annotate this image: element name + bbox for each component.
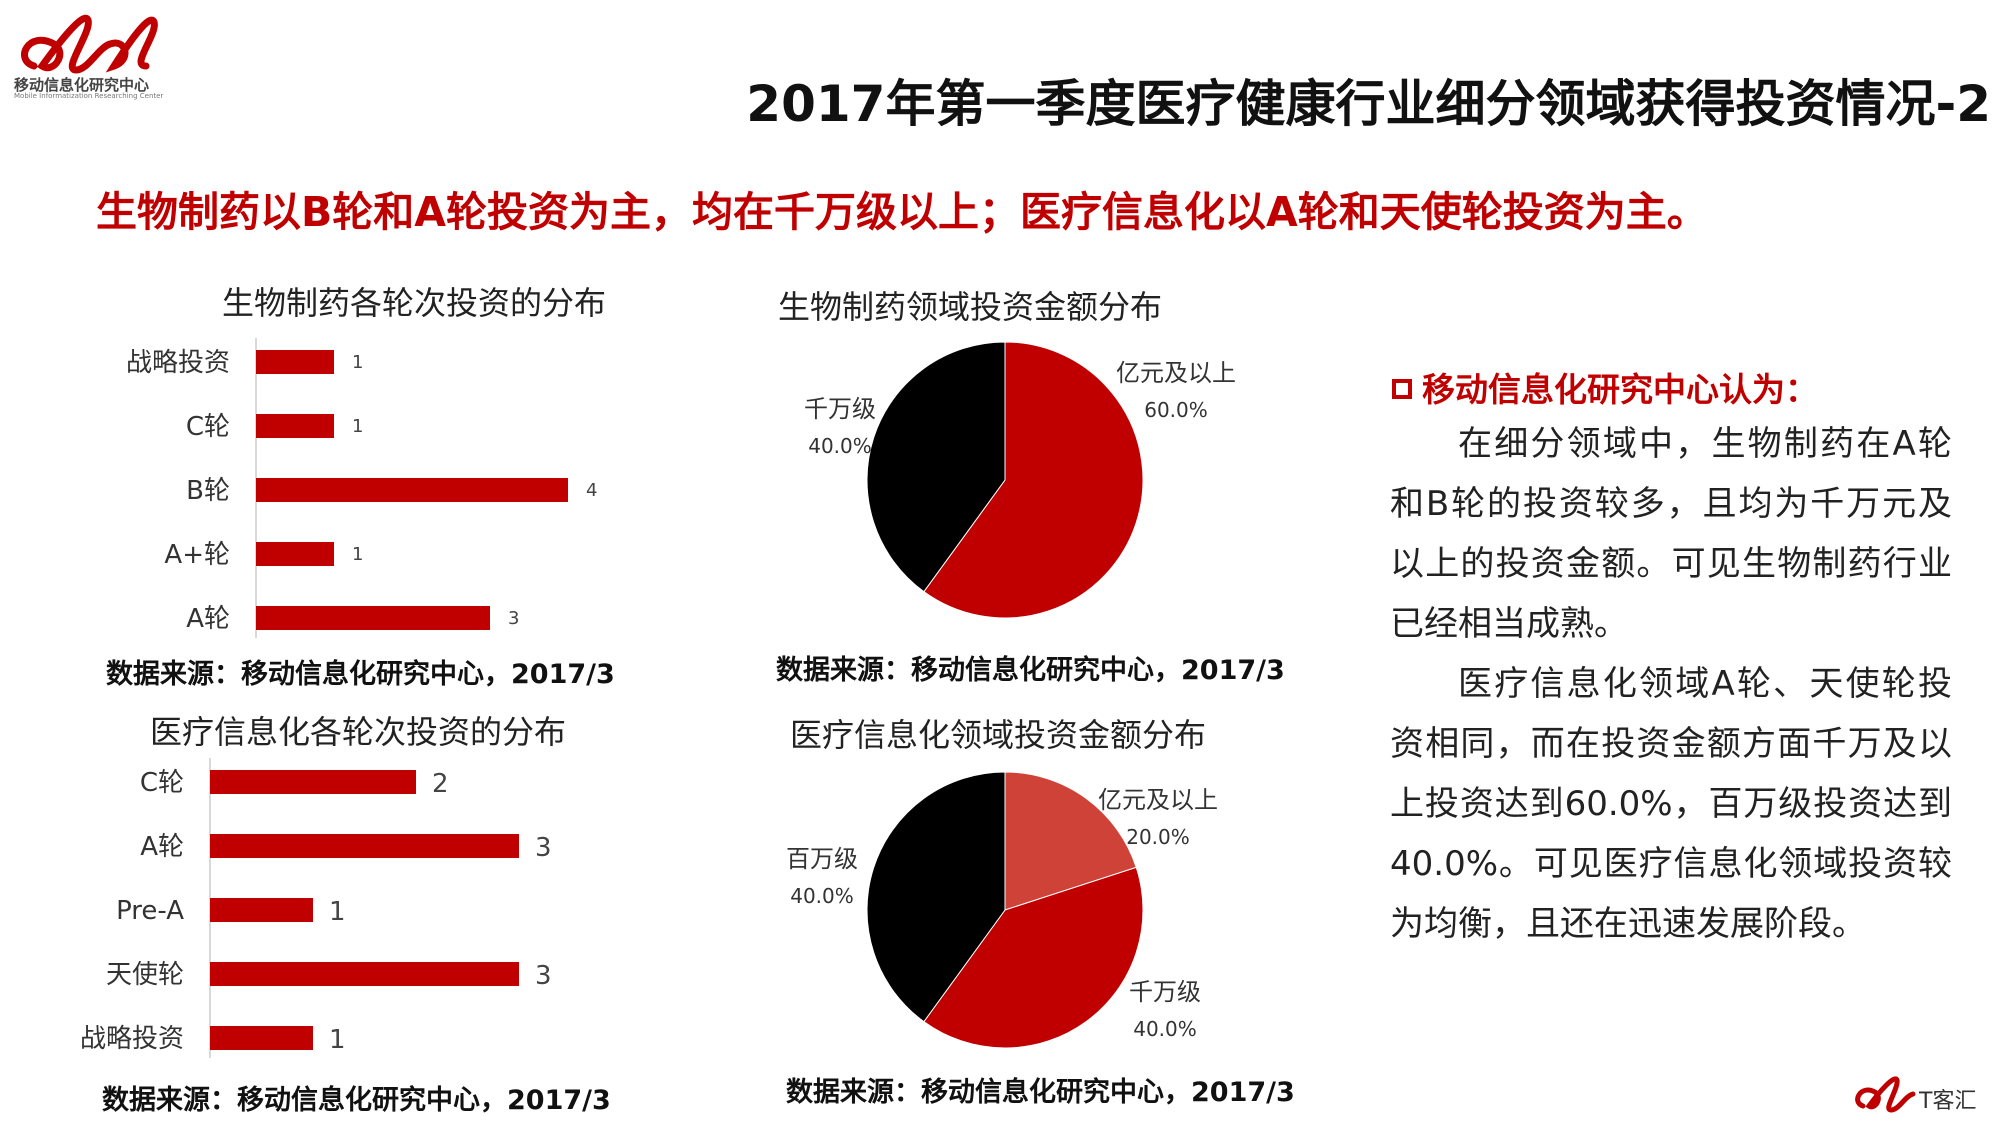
insight-paragraph-1: 在细分领域中，生物制药在A轮和B轮的投资较多，且均为千万元及以上的投资金额。可见…	[1390, 424, 1952, 644]
data-label: 3	[535, 961, 552, 991]
page-subtitle: 生物制药以B轮和A轮投资为主，均在千万级以上；医疗信息化以A轮和天使轮投资为主。	[96, 188, 1708, 236]
data-label: 3	[508, 608, 519, 629]
pie-chart-biopharma-amounts: 亿元及以上 60.0% 千万级 40.0%	[804, 341, 1236, 619]
slice-percent-label: 20.0%	[1126, 825, 1190, 849]
pie-slice	[866, 771, 1006, 1023]
bar	[210, 1026, 313, 1050]
brand-footer-text: T客汇	[1918, 1089, 1976, 1114]
logo-text: 移动信息化研究中心	[14, 76, 150, 94]
slice-label: 百万级	[786, 845, 858, 873]
category-label: B轮	[186, 476, 230, 506]
bar-chart-medinfo-rounds: C轮 2 A轮 3 Pre-A 1 天使轮 3 战略投资 1	[80, 758, 552, 1058]
insight-paragraph-2: 医疗信息化领域A轮、天使轮投资相同，而在投资金额方面千万及以上投资达到60.0%…	[1390, 664, 1952, 944]
logo-subtext: Mobile Informatization Researching Cente…	[14, 92, 164, 100]
data-source-3: 数据来源：移动信息化研究中心，2017/3	[102, 1085, 611, 1116]
data-source-4: 数据来源：移动信息化研究中心，2017/3	[786, 1077, 1295, 1108]
chart-title-biopharma-amounts: 生物制药领域投资金额分布	[778, 288, 1163, 326]
data-label: 2	[432, 769, 449, 799]
category-label: A轮	[140, 832, 184, 862]
bar	[256, 350, 334, 374]
bar	[256, 606, 490, 630]
category-label: A+轮	[164, 540, 230, 570]
insight-heading-text: 移动信息化研究中心认为：	[1422, 370, 1818, 409]
category-label: 天使轮	[106, 960, 184, 990]
slice-label: 千万级	[1129, 978, 1201, 1006]
insight-heading: 移动信息化研究中心认为：	[1392, 363, 1818, 411]
data-label: 3	[535, 833, 552, 863]
brand-logo: T客汇	[1855, 1076, 1976, 1114]
bar	[210, 962, 519, 986]
chart-title-medinfo-amounts: 医疗信息化领域投资金额分布	[790, 716, 1207, 754]
pie-slice	[866, 341, 1006, 593]
bar	[256, 542, 334, 566]
slice-label: 千万级	[804, 395, 876, 423]
data-label: 1	[352, 416, 363, 437]
bar	[210, 898, 313, 922]
category-label: 战略投资	[80, 1024, 184, 1054]
data-source-1: 数据来源：移动信息化研究中心，2017/3	[106, 659, 615, 690]
category-label: C轮	[186, 412, 230, 442]
slice-label: 亿元及以上	[1098, 786, 1218, 814]
pie-slice	[923, 341, 1144, 619]
bar	[210, 834, 519, 858]
data-label: 1	[329, 897, 346, 927]
slice-percent-label: 40.0%	[808, 434, 872, 458]
category-label: 战略投资	[126, 348, 230, 378]
slice-percent-label: 40.0%	[790, 884, 854, 908]
bar	[210, 770, 416, 794]
category-label: C轮	[140, 768, 184, 798]
bar	[256, 478, 568, 502]
slice-percent-label: 60.0%	[1144, 398, 1208, 422]
page-title: 2017年第一季度医疗健康行业细分领域获得投资情况-2	[746, 75, 1991, 133]
data-label: 1	[329, 1025, 346, 1055]
data-label: 1	[352, 352, 363, 373]
data-label: 1	[352, 544, 363, 565]
logo	[21, 14, 158, 74]
chart-title-biopharma-rounds: 生物制药各轮次投资的分布	[222, 284, 607, 322]
insight-body: 在细分领域中，生物制药在A轮和B轮的投资较多，且均为千万元及以上的投资金额。可见…	[1390, 414, 1952, 954]
bar-chart-biopharma-rounds: 战略投资 1 C轮 1 B轮 4 A+轮 1 A轮 3	[126, 338, 597, 638]
chart-title-medinfo-rounds: 医疗信息化各轮次投资的分布	[150, 713, 567, 751]
slice-label: 亿元及以上	[1116, 359, 1236, 387]
data-source-2: 数据来源：移动信息化研究中心，2017/3	[776, 655, 1285, 686]
data-label: 4	[586, 480, 597, 501]
pie-chart-medinfo-amounts: 亿元及以上 20.0% 千万级 40.0% 百万级 40.0%	[786, 771, 1218, 1049]
bar	[256, 414, 334, 438]
category-label: A轮	[186, 604, 230, 634]
pie-slice	[923, 866, 1144, 1049]
checkbox-square-icon	[1392, 379, 1412, 399]
pie-slice	[1004, 771, 1137, 911]
category-label: Pre-A	[116, 896, 184, 926]
slice-percent-label: 40.0%	[1133, 1017, 1197, 1041]
